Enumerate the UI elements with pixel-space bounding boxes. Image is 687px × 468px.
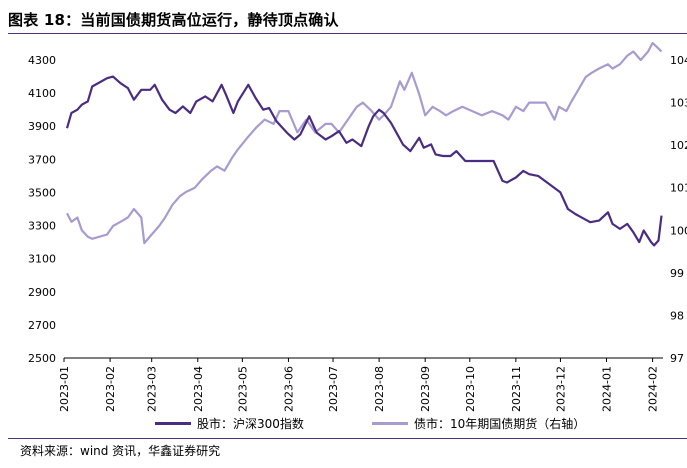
x-tick-label: 2023-06 xyxy=(282,366,295,412)
footer-divider xyxy=(8,438,687,439)
x-tick-label: 2023-09 xyxy=(419,366,432,412)
left-tick-label: 3300 xyxy=(28,220,56,233)
right-tick-label: 102 xyxy=(670,139,687,152)
x-tick-label: 2024-01 xyxy=(601,366,614,412)
x-tick-label: 2023-08 xyxy=(373,366,386,412)
legend-item-bond: 债市：10年期国债期货（右轴） xyxy=(372,414,585,432)
right-tick-label: 99 xyxy=(670,267,684,280)
x-tick-label: 2023-05 xyxy=(236,366,249,412)
x-tick-label: 2023-11 xyxy=(510,366,523,412)
source-note: 资料来源：wind 资讯，华鑫证券研究 xyxy=(20,444,221,458)
left-axis-ticks: 2500 2700 2900 3100 3300 3500 3700 3900 4100 4300 xyxy=(28,54,56,365)
x-tick-label: 2024-02 xyxy=(647,366,660,412)
x-tick-label: 2023-03 xyxy=(146,366,159,412)
title-divider xyxy=(8,33,687,34)
bond-legend-swatch xyxy=(372,421,408,425)
left-tick-label: 3900 xyxy=(28,120,56,133)
bond-legend-label: 债市：10年期国债期货（右轴） xyxy=(414,416,586,431)
left-tick-label: 3100 xyxy=(28,253,56,266)
right-tick-label: 101 xyxy=(670,182,687,195)
right-tick-label: 103 xyxy=(670,97,687,110)
stock-series-line xyxy=(65,75,663,247)
x-tick-label: 2023-12 xyxy=(554,366,567,412)
right-tick-label: 100 xyxy=(670,224,687,237)
left-tick-label: 4300 xyxy=(28,54,56,67)
x-tick-label: 2023-10 xyxy=(464,366,477,412)
legend-item-stock: 股市：沪深300指数 xyxy=(155,414,304,432)
bond-series-line xyxy=(66,41,663,245)
left-tick-label: 3700 xyxy=(28,153,56,166)
left-tick-label: 4100 xyxy=(28,87,56,100)
left-tick-label: 2500 xyxy=(28,352,56,365)
x-tick-label: 2023-01 xyxy=(58,366,71,412)
x-tick-label: 2023-02 xyxy=(104,366,117,412)
right-tick-label: 97 xyxy=(670,352,684,365)
left-tick-label: 3500 xyxy=(28,186,56,199)
left-tick-label: 2700 xyxy=(28,319,56,332)
x-tick-label: 2023-04 xyxy=(192,366,205,412)
series-layer xyxy=(65,41,663,247)
x-tick-label: 2023-07 xyxy=(327,366,340,412)
chart-title: 图表 18：当前国债期货高位运行，静待顶点确认 xyxy=(8,11,339,29)
x-axis-ticks: 2023-01 2023-02 2023-03 2023-04 2023-05 2023-… xyxy=(58,358,660,412)
stock-legend-swatch xyxy=(155,421,191,425)
stock-legend-label: 股市：沪深300指数 xyxy=(197,416,304,431)
right-tick-label: 98 xyxy=(670,309,684,322)
left-tick-label: 2900 xyxy=(28,286,56,299)
line-chart: 2500 2700 2900 3100 3300 3500 3700 3900 4100 4300… xyxy=(28,41,687,412)
right-axis-ticks: 97 98 99 100 101 102 103 104 xyxy=(670,54,687,365)
right-tick-label: 104 xyxy=(670,54,687,67)
